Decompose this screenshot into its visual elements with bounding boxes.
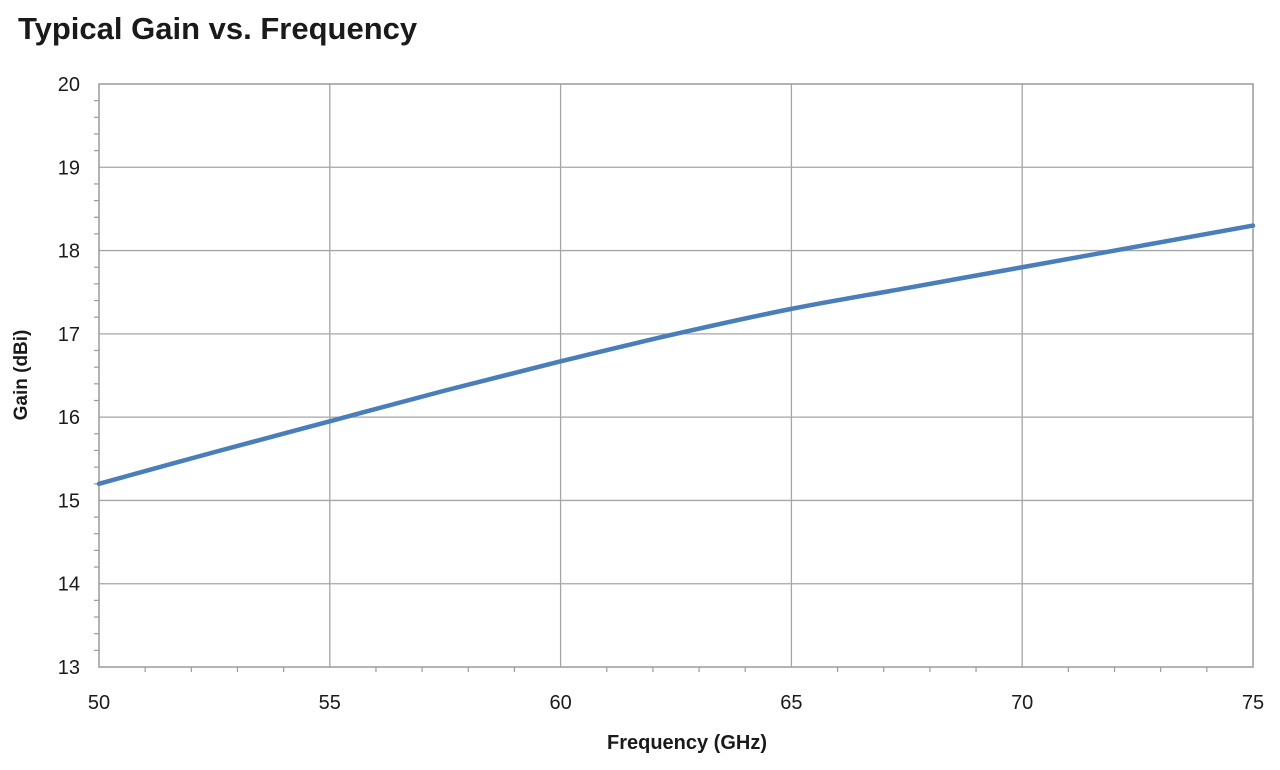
y-tick-label: 19	[58, 157, 80, 179]
gain-series-line	[96, 223, 1256, 487]
chart-title: Typical Gain vs. Frequency	[18, 11, 418, 46]
x-tick-label: 55	[319, 692, 341, 714]
y-tick-label: 14	[58, 574, 80, 596]
x-axis-label: Frequency (GHz)	[607, 732, 767, 754]
plot-area-border	[98, 83, 1254, 668]
x-tick-label: 70	[1011, 692, 1033, 714]
grid-lines	[99, 84, 1253, 667]
series-layer	[96, 223, 1256, 487]
y-axis-label: Gain (dBi)	[11, 330, 32, 421]
x-axis-tick-labels: 50 55 60 65 70 75	[88, 692, 1264, 714]
y-tick-label: 17	[58, 324, 80, 346]
x-tick-label: 60	[549, 692, 571, 714]
y-tick-label: 15	[58, 490, 80, 512]
y-tick-label: 20	[58, 74, 80, 96]
x-tick-label: 75	[1242, 692, 1264, 714]
y-tick-label: 18	[58, 241, 80, 263]
y-tick-label: 16	[58, 407, 80, 429]
x-tick-label: 50	[88, 692, 110, 714]
x-tick-label: 65	[780, 692, 802, 714]
y-axis-tick-labels: 13 14 15 16 17 18 19 20	[58, 74, 80, 679]
minor-ticks	[94, 100, 1208, 672]
y-tick-label: 13	[58, 657, 80, 679]
